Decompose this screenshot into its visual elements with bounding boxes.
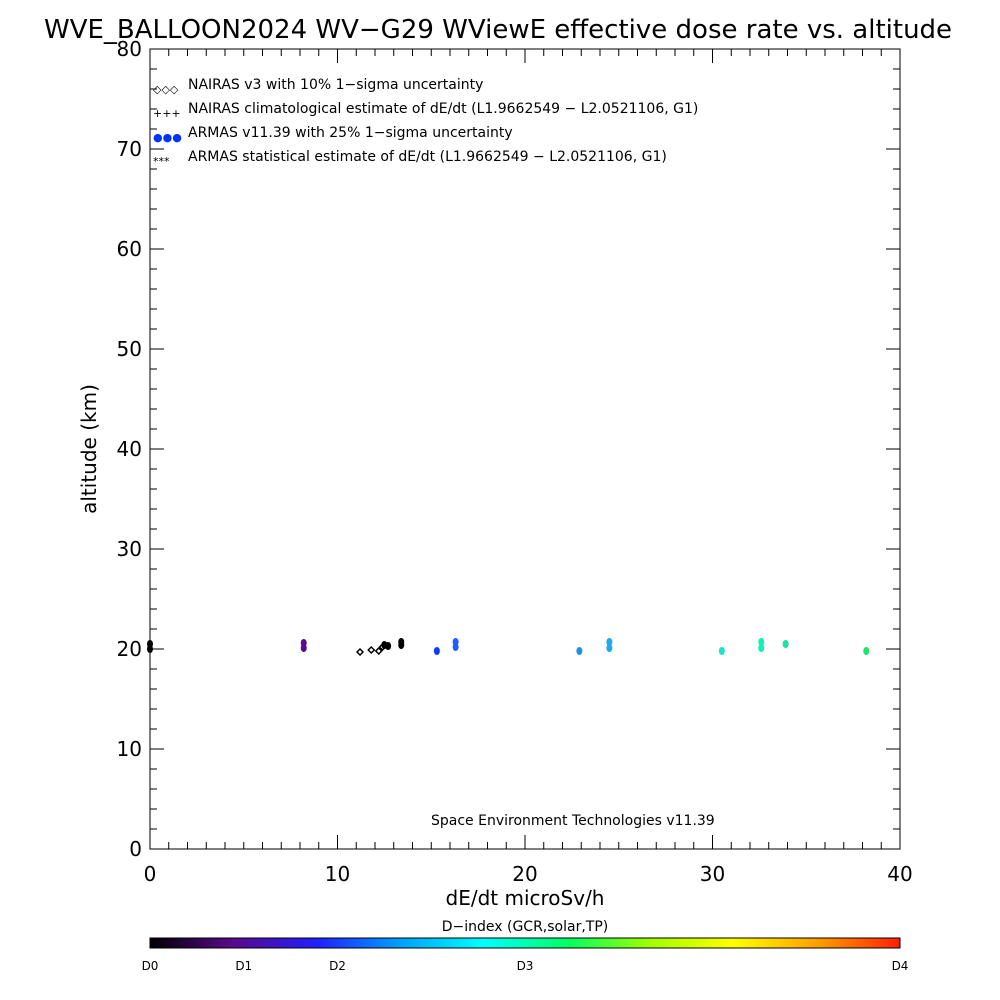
data-point — [452, 638, 459, 646]
x-tick-label: 30 — [700, 862, 725, 886]
data-point — [300, 639, 307, 647]
data-point — [758, 644, 765, 652]
y-tick-label: 80 — [117, 37, 142, 61]
data-point — [398, 638, 405, 646]
colorbar — [149, 937, 901, 949]
legend-label: NAIRAS v3 with 10% 1−sigma uncertainty — [188, 77, 483, 93]
x-tick-label: 20 — [512, 862, 537, 886]
legend-label: ARMAS statistical estimate of dE/dt (L1.… — [188, 149, 667, 165]
legend-label: NAIRAS climatological estimate of dE/dt … — [188, 101, 698, 117]
data-point — [606, 644, 613, 652]
data-point — [433, 647, 440, 655]
data-point — [385, 642, 392, 650]
data-point — [758, 638, 765, 646]
colorbar-label: D4 — [892, 959, 909, 973]
plot-frame — [149, 48, 901, 850]
x-axis-label: dE/dt microSv/h — [446, 886, 605, 910]
data-point — [374, 646, 383, 656]
legend-symbol: ●●● — [153, 131, 182, 144]
y-tick-label: 70 — [117, 137, 142, 161]
x-tick-label: 10 — [325, 862, 350, 886]
data-point — [782, 640, 789, 648]
chart-title: WVE_BALLOON2024 WV−G29 WViewE effective … — [44, 15, 952, 45]
data-point — [147, 640, 153, 648]
legend-symbol: ◇◇◇ — [153, 83, 179, 96]
legend-symbol: *** — [153, 155, 170, 168]
y-tick-label: 20 — [117, 637, 142, 661]
axis-ticks — [149, 48, 901, 850]
colorbar-label: D0 — [142, 959, 159, 973]
data-point — [606, 638, 613, 646]
credit-annotation: Space Environment Technologies v11.39 — [431, 813, 715, 829]
colorbar-title: D−index (GCR,solar,TP) — [442, 919, 609, 935]
y-tick-label: 0 — [129, 837, 142, 861]
y-tick-label: 50 — [117, 337, 142, 361]
y-tick-label: 60 — [117, 237, 142, 261]
colorbar-label: D1 — [235, 959, 252, 973]
colorbar-labels: D0 D1 D2 D3 D4 — [142, 959, 909, 973]
data-points — [147, 638, 870, 657]
colorbar-label: D2 — [329, 959, 346, 973]
x-tick-label: 40 — [887, 862, 912, 886]
x-tick-label: 0 — [144, 862, 157, 886]
legend: ◇◇◇ NAIRAS v3 with 10% 1−sigma uncertaint… — [153, 77, 698, 168]
data-point — [863, 647, 870, 655]
data-point — [718, 647, 725, 655]
legend-label: ARMAS v11.39 with 25% 1−sigma uncertaint… — [188, 125, 513, 141]
axis-tick-labels: 0 10 20 30 40 0 10 20 30 40 50 60 70 80 — [117, 37, 913, 886]
legend-symbol: +++ — [153, 107, 181, 120]
y-tick-label: 10 — [117, 737, 142, 761]
y-axis-label: altitude (km) — [77, 384, 101, 514]
y-tick-label: 30 — [117, 537, 142, 561]
data-point — [355, 647, 365, 657]
data-point — [367, 645, 376, 655]
y-tick-label: 40 — [117, 437, 142, 461]
data-point — [576, 647, 583, 655]
colorbar-label: D3 — [517, 959, 534, 973]
